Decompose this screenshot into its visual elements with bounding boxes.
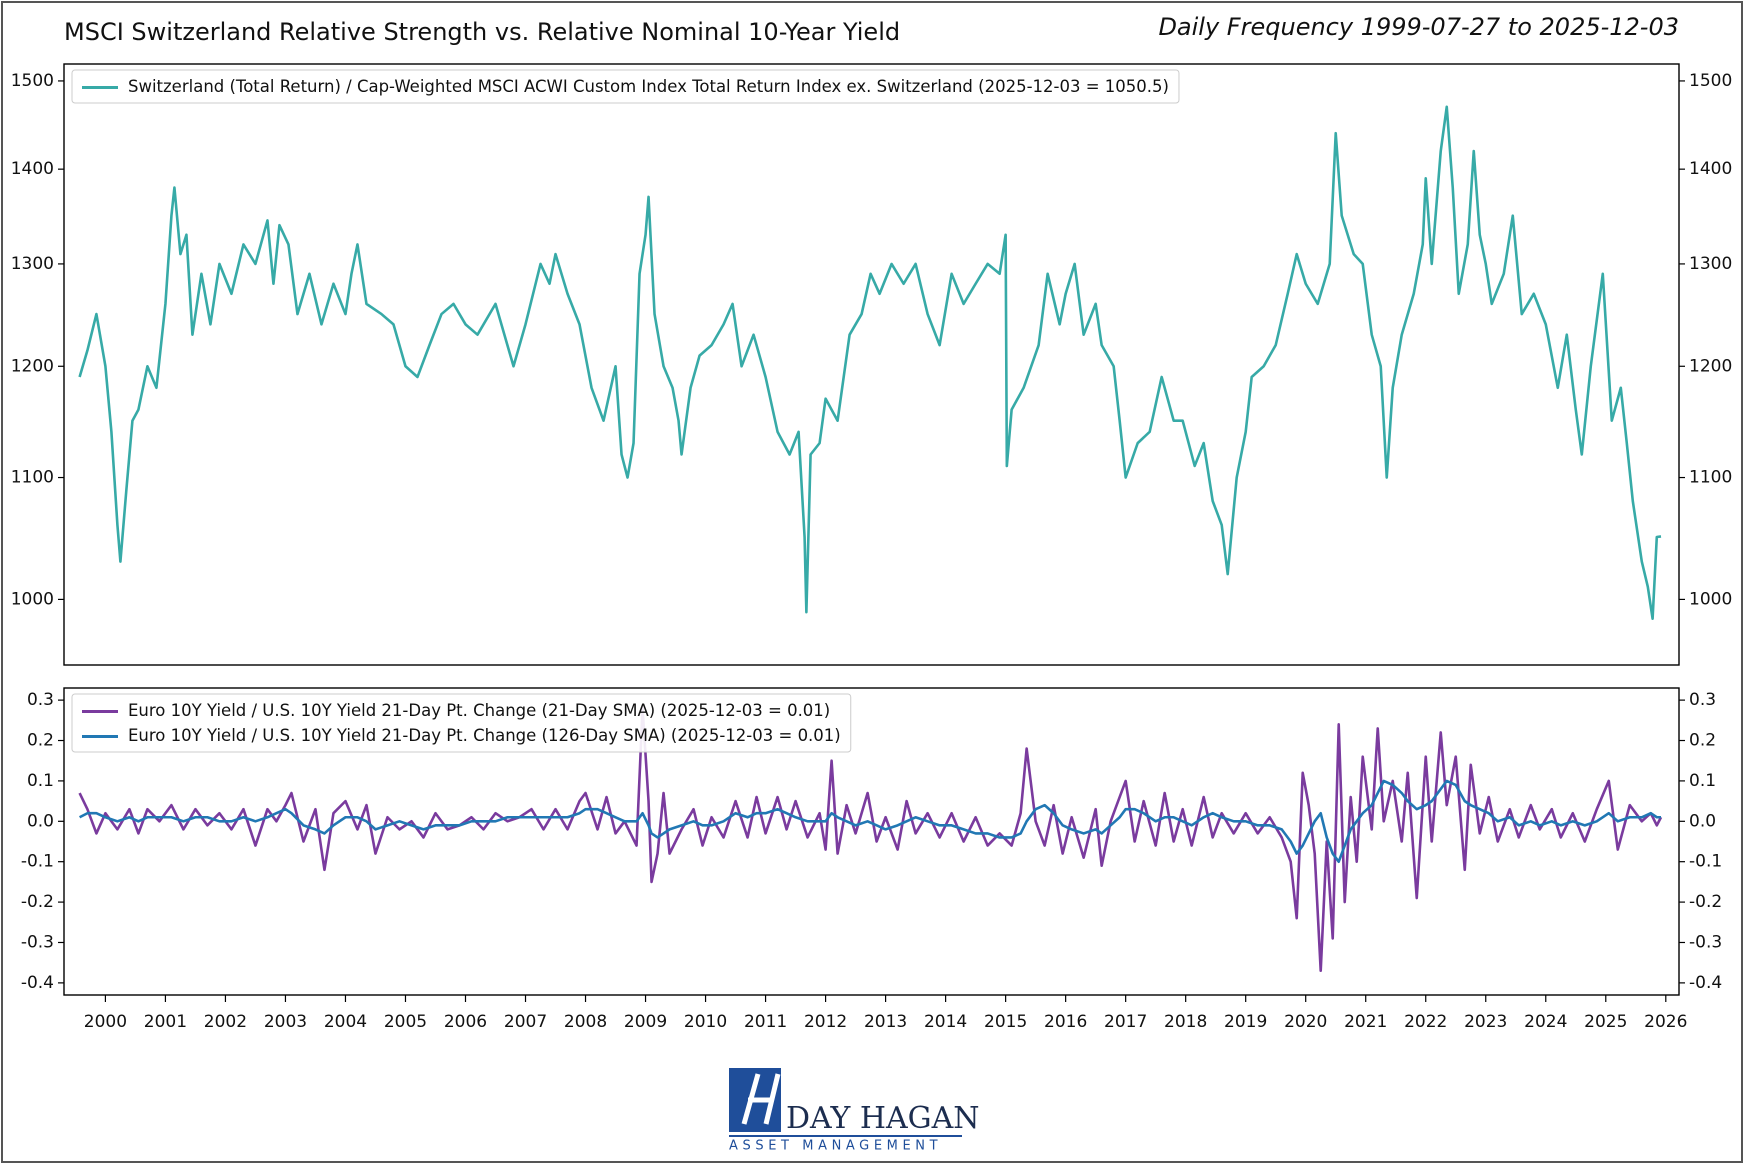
y-tick-label: 0.0 (27, 811, 54, 831)
y-tick-label-right: -0.3 (1689, 932, 1722, 952)
x-tick-label: 2020 (1284, 1012, 1327, 1032)
plot-frame (63, 63, 1680, 666)
logo-glyph (741, 1073, 781, 1125)
y-tick-label: 1500 (11, 71, 54, 91)
x-tick-label: 2008 (564, 1012, 607, 1032)
x-tick-label: 2026 (1644, 1012, 1687, 1032)
x-tick-label: 2010 (684, 1012, 727, 1032)
y-tick-label-right: -0.2 (1689, 892, 1722, 912)
x-tick-label: 2000 (84, 1012, 127, 1032)
logo-tagline: ASSET MANAGEMENT (729, 1139, 942, 1154)
plot-area (78, 105, 1662, 621)
x-tick-label: 2017 (1104, 1012, 1147, 1032)
x-tick-label: 2002 (204, 1012, 247, 1032)
y-tick-label-right: 0.3 (1689, 690, 1716, 710)
x-tick-label: 2014 (924, 1012, 967, 1032)
x-tick-label: 2023 (1464, 1012, 1507, 1032)
legend-label: Euro 10Y Yield / U.S. 10Y Yield 21-Day P… (128, 726, 841, 745)
logo-name: DAY HAGAN (786, 1101, 980, 1136)
y-tick-label-right: 1000 (1689, 589, 1732, 609)
x-tick-label: 2024 (1524, 1012, 1567, 1032)
y-tick-label: 1200 (11, 356, 54, 376)
series-line (78, 706, 1663, 973)
chart-title: MSCI Switzerland Relative Strength vs. R… (64, 18, 900, 46)
y-tick-label: 0.3 (27, 690, 54, 710)
legend: Euro 10Y Yield / U.S. 10Y Yield 21-Day P… (71, 693, 852, 753)
x-tick-label: 2003 (264, 1012, 307, 1032)
x-tick-label: 2009 (624, 1012, 667, 1032)
x-tick-label: 2016 (1044, 1012, 1087, 1032)
x-tick-label: 2007 (504, 1012, 547, 1032)
x-tick-label: 2022 (1404, 1012, 1447, 1032)
y-tick-label: -0.4 (21, 973, 54, 993)
series-line (79, 779, 1661, 863)
legend-label: Euro 10Y Yield / U.S. 10Y Yield 21-Day P… (128, 701, 830, 720)
x-tick-label: 2019 (1224, 1012, 1267, 1032)
chart-subtitle: Daily Frequency 1999-07-27 to 2025-12-03 (1158, 13, 1679, 41)
y-tick-label: 1100 (11, 468, 54, 488)
x-tick-label: 2021 (1344, 1012, 1387, 1032)
y-tick-label-right: 0.0 (1689, 811, 1716, 831)
plot-frame (63, 687, 1680, 996)
x-tick-label: 2004 (324, 1012, 367, 1032)
y-tick-label: -0.3 (21, 932, 54, 952)
x-tick-label: 2011 (744, 1012, 787, 1032)
y-tick-label-right: -0.4 (1689, 973, 1722, 993)
y-tick-label: -0.1 (21, 852, 54, 872)
x-tick-label: 2005 (384, 1012, 427, 1032)
x-tick-label: 2012 (804, 1012, 847, 1032)
legend: Switzerland (Total Return) / Cap-Weighte… (71, 69, 1180, 104)
y-tick-label: 0.1 (27, 771, 54, 791)
y-tick-label: 0.2 (27, 731, 54, 751)
legend-label: Switzerland (Total Return) / Cap-Weighte… (128, 77, 1169, 96)
y-tick-label-right: 1100 (1689, 468, 1732, 488)
y-tick-label: -0.2 (21, 892, 54, 912)
y-tick-label-right: 1500 (1689, 71, 1732, 91)
legend-frame (71, 69, 1180, 104)
logo: DAY HAGAN ASSET MANAGEMENT (729, 1068, 980, 1154)
y-tick-label: 1000 (11, 589, 54, 609)
y-tick-label-right: 0.1 (1689, 771, 1716, 791)
y-tick-label-right: 1400 (1689, 159, 1732, 179)
x-tick-label: 2025 (1584, 1012, 1627, 1032)
series-line (78, 105, 1662, 621)
plot-area (78, 706, 1663, 973)
y-tick-label-right: 1200 (1689, 356, 1732, 376)
y-tick-label-right: 1300 (1689, 254, 1732, 274)
y-tick-label: 1300 (11, 254, 54, 274)
y-tick-label-right: 0.2 (1689, 731, 1716, 751)
y-tick-label-right: -0.1 (1689, 852, 1722, 872)
x-tick-label: 2006 (444, 1012, 487, 1032)
y-tick-label: 1400 (11, 159, 54, 179)
x-tick-label: 2013 (864, 1012, 907, 1032)
x-tick-label: 2001 (144, 1012, 187, 1032)
x-tick-label: 2018 (1164, 1012, 1207, 1032)
legend-frame (71, 693, 852, 753)
x-tick-label: 2015 (984, 1012, 1027, 1032)
